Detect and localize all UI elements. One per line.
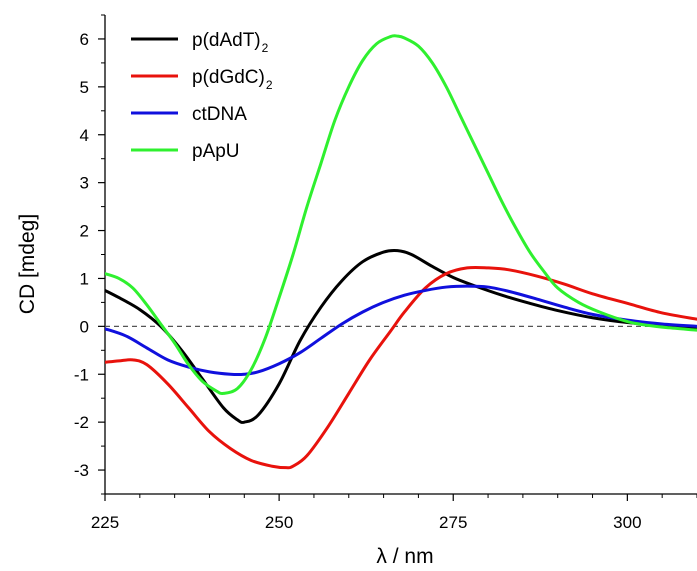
x-tick-label: 300 <box>613 513 641 532</box>
y-tick-label: -1 <box>74 365 89 384</box>
axes <box>98 14 697 501</box>
x-tick-label: 225 <box>91 513 119 532</box>
legend-label: ctDNA <box>192 104 247 125</box>
series-line-ctdna <box>105 284 697 377</box>
tick-labels: -3 -2 -1 0 1 2 3 4 5 6 225 250 275 300 <box>74 30 642 532</box>
y-tick-label: 0 <box>80 317 89 336</box>
legend-label: p(dAdT)2 <box>192 30 269 55</box>
legend: p(dAdT)2 p(dGdC)2 ctDNA pApU <box>131 30 273 162</box>
y-tick-label: 3 <box>80 174 89 193</box>
series-group <box>105 34 697 470</box>
y-tick-label: 1 <box>80 269 89 288</box>
y-tick-label: 5 <box>80 78 89 97</box>
series-line-papu <box>105 34 697 396</box>
y-tick-label: -2 <box>74 413 89 432</box>
legend-item-pdadt2: p(dAdT)2 <box>131 30 269 55</box>
legend-label: p(dGdC)2 <box>192 67 273 92</box>
x-axis-label: λ / nm <box>376 545 433 568</box>
legend-item-papu: pApU <box>131 141 240 162</box>
y-tick-label: -3 <box>74 461 89 480</box>
y-axis-label: CD [mdeg] <box>16 214 39 314</box>
y-tick-label: 6 <box>80 30 89 49</box>
y-tick-label: 4 <box>80 126 89 145</box>
x-tick-label: 250 <box>265 513 293 532</box>
legend-item-pdgdc2: p(dGdC)2 <box>131 67 273 92</box>
x-tick-label: 275 <box>439 513 467 532</box>
series-line-pdadt2 <box>105 248 697 424</box>
series-line-pdgdc2 <box>105 265 697 470</box>
y-tick-label: 2 <box>80 222 89 241</box>
legend-item-ctdna: ctDNA <box>131 104 247 125</box>
legend-label: pApU <box>192 141 240 162</box>
